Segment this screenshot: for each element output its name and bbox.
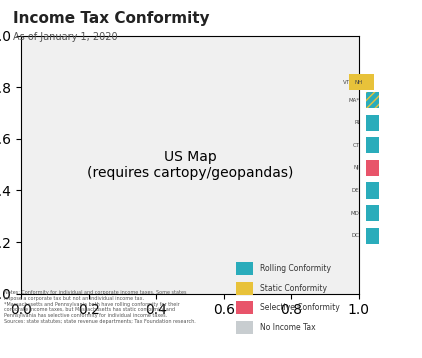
Text: No Income Tax: No Income Tax [260,323,315,332]
Text: As of January 1, 2020: As of January 1, 2020 [13,32,117,42]
Text: VT: VT [343,80,350,85]
Text: DE: DE [352,188,360,193]
Text: DC: DC [352,233,360,238]
Text: MA*: MA* [349,98,360,103]
Text: Income Tax Conformity: Income Tax Conformity [13,11,209,26]
Text: Selective Conformity: Selective Conformity [260,303,339,313]
Text: TAX FOUNDATION: TAX FOUNDATION [8,340,105,350]
Text: Notes: Conformity for individual and corporate income taxes. Some states
impose : Notes: Conformity for individual and cor… [4,290,196,324]
Text: US Map
(requires cartopy/geopandas): US Map (requires cartopy/geopandas) [87,150,293,180]
Text: RI: RI [354,120,360,125]
Text: Static Conformity: Static Conformity [260,284,327,293]
Text: CT: CT [352,143,360,148]
Text: @TaxFoundation: @TaxFoundation [344,341,414,350]
Text: NJ: NJ [354,165,360,170]
Text: NH: NH [354,80,363,85]
Text: Rolling Conformity: Rolling Conformity [260,264,330,273]
Text: MD: MD [351,211,360,216]
